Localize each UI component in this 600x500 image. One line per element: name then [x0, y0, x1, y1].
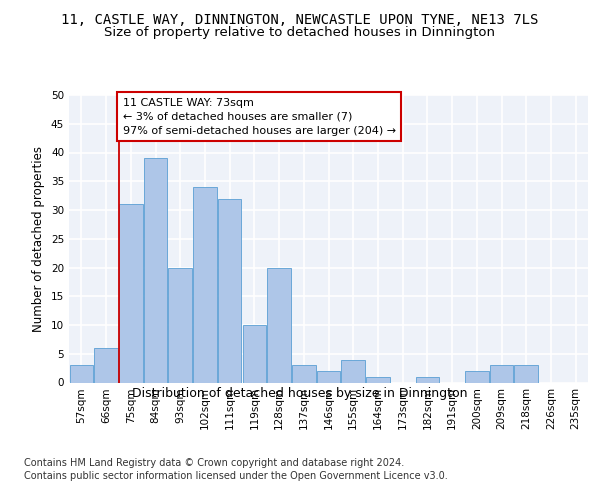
- Bar: [119, 204, 143, 382]
- Text: 11 CASTLE WAY: 73sqm
← 3% of detached houses are smaller (7)
97% of semi-detache: 11 CASTLE WAY: 73sqm ← 3% of detached ho…: [123, 98, 396, 136]
- Bar: [317, 371, 340, 382]
- Bar: [193, 187, 217, 382]
- Bar: [341, 360, 365, 382]
- Bar: [144, 158, 167, 382]
- Bar: [70, 365, 93, 382]
- Y-axis label: Number of detached properties: Number of detached properties: [32, 146, 46, 332]
- Bar: [465, 371, 488, 382]
- Bar: [366, 377, 389, 382]
- Bar: [416, 377, 439, 382]
- Bar: [490, 365, 513, 382]
- Bar: [94, 348, 118, 382]
- Bar: [514, 365, 538, 382]
- Text: Size of property relative to detached houses in Dinnington: Size of property relative to detached ho…: [104, 26, 496, 39]
- Text: 11, CASTLE WAY, DINNINGTON, NEWCASTLE UPON TYNE, NE13 7LS: 11, CASTLE WAY, DINNINGTON, NEWCASTLE UP…: [61, 12, 539, 26]
- Bar: [169, 268, 192, 382]
- Bar: [218, 198, 241, 382]
- Text: Distribution of detached houses by size in Dinnington: Distribution of detached houses by size …: [132, 388, 468, 400]
- Text: Contains public sector information licensed under the Open Government Licence v3: Contains public sector information licen…: [24, 471, 448, 481]
- Bar: [242, 325, 266, 382]
- Bar: [292, 365, 316, 382]
- Text: Contains HM Land Registry data © Crown copyright and database right 2024.: Contains HM Land Registry data © Crown c…: [24, 458, 404, 468]
- Bar: [268, 268, 291, 382]
